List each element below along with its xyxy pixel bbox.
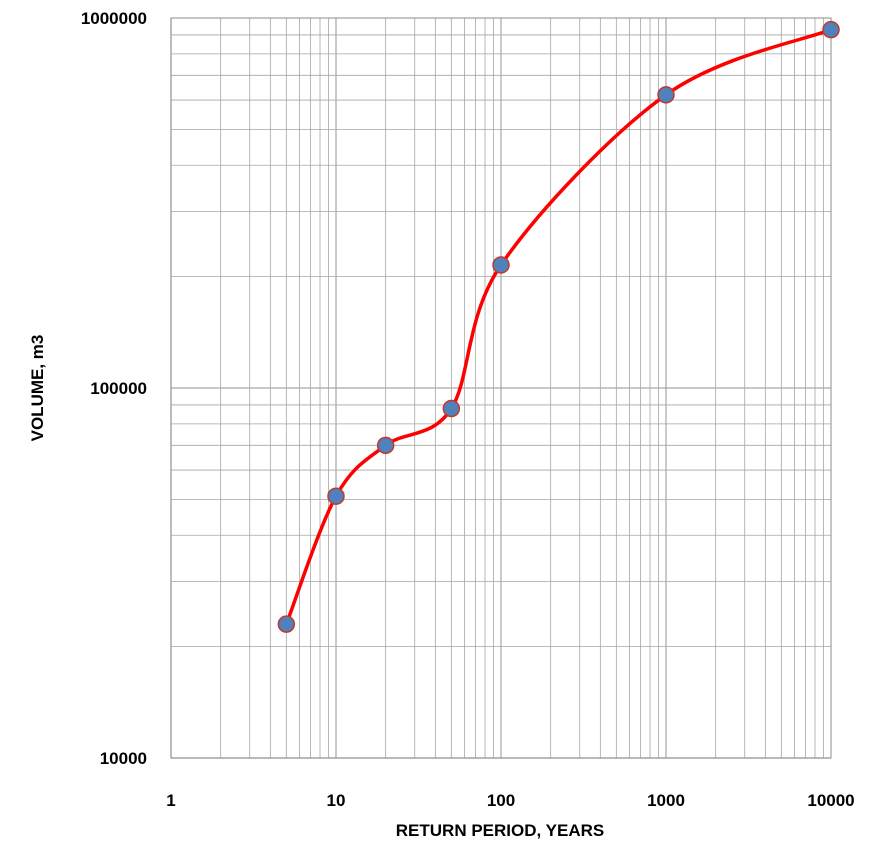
data-point [657,86,675,104]
x-tick-label: 1 [166,791,175,810]
plot-area-frame [170,17,832,759]
x-tick-label: 1000 [647,791,685,810]
y-tick-label: 100000 [90,379,147,398]
data-point [327,487,345,505]
x-tick-label: 100 [487,791,515,810]
data-point [822,20,840,39]
x-axis-title: RETURN PERIOD, YEARS [396,821,604,840]
data-point [277,615,296,633]
x-tick-label: 10000 [807,791,854,810]
y-axis-title: VOLUME, m3 [28,335,47,442]
y-axis-ticks: 10000 100000 1000000 [81,9,147,768]
x-tick-label: 10 [327,791,346,810]
y-tick-label: 1000000 [81,9,147,28]
data-point [376,436,395,455]
data-markers [277,20,840,633]
data-point [442,399,461,418]
y-tick-label: 10000 [100,749,147,768]
x-axis-ticks: 1 10 100 1000 10000 [166,791,854,810]
data-point [492,256,510,274]
grid [170,18,831,759]
